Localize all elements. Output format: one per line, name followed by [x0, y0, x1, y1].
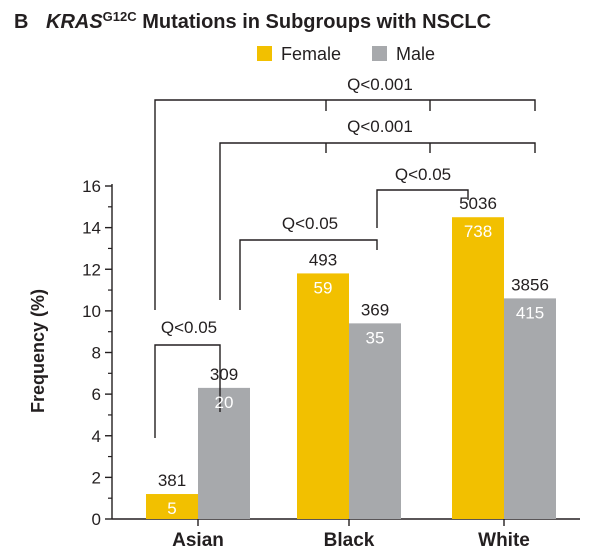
x-tick-label: Black: [324, 530, 375, 551]
bar-male-asian: [198, 387, 250, 519]
chart-title: KRASG12C Mutations in Subgroups with NSC…: [46, 9, 491, 33]
title-superscript: G12C: [103, 9, 138, 24]
data-label-count: 5: [167, 499, 176, 518]
bracket-asian-female-vs-black-white: [154, 99, 536, 310]
data-label-total: 493: [309, 250, 337, 269]
legend: Female Male: [257, 44, 435, 64]
bars: [146, 217, 556, 519]
data-label-total: 3856: [511, 275, 549, 294]
y-tick-label: 6: [92, 385, 101, 404]
y-tick-label: 10: [82, 302, 101, 321]
data-label-count: 35: [366, 328, 385, 347]
labels: Asian 381 5 309 20 Black 493 59 369 35 White 5036 73…: [158, 75, 549, 551]
legend-label-male: Male: [396, 44, 435, 64]
y-tick-label: 4: [92, 427, 101, 446]
bracket-asian-black: [239, 239, 378, 310]
bracket-asian-female-male: [154, 344, 221, 438]
data-label-total: 381: [158, 471, 186, 490]
comparison-label: Q<0.05: [395, 165, 451, 184]
comparison-label: Q<0.001: [347, 117, 413, 136]
bracket-asian-male-vs-black-white: [219, 142, 536, 300]
comparison-label: Q<0.05: [282, 214, 338, 233]
bracket-black-white: [376, 189, 469, 228]
comparison-label: Q<0.05: [161, 318, 217, 337]
data-label-count: 738: [464, 222, 492, 241]
bar-female-white: [452, 217, 504, 519]
data-label-total: 369: [361, 300, 389, 319]
data-label-total: 309: [210, 365, 238, 384]
y-tick-label: 16: [82, 177, 101, 196]
y-axis-title: Frequency (%): [28, 289, 48, 413]
title-gene: KRAS: [46, 11, 103, 33]
data-label-count: 20: [215, 393, 234, 412]
data-label-count: 59: [314, 278, 333, 297]
bar-male-white: [504, 298, 556, 519]
y-tick-label: 8: [92, 344, 101, 363]
title-rest: Mutations in Subgroups with NSCLC: [137, 11, 491, 33]
y-tick-label: 12: [82, 260, 101, 279]
legend-swatch-female: [257, 46, 272, 61]
legend-label-female: Female: [281, 44, 341, 64]
comparison-label: Q<0.001: [347, 75, 413, 94]
y-tick-label: 0: [92, 510, 101, 529]
x-tick-label: White: [478, 530, 530, 551]
x-tick-label: Asian: [172, 530, 224, 551]
bar-female-black: [297, 273, 349, 519]
bar-male-black: [349, 323, 401, 519]
legend-swatch-male: [372, 46, 387, 61]
panel-label: B: [14, 11, 28, 33]
y-tick-label: 2: [92, 468, 101, 487]
data-label-total: 5036: [459, 194, 497, 213]
significance-brackets: [154, 99, 536, 438]
bar-female-asian: [146, 494, 198, 519]
data-label-count: 415: [516, 303, 544, 322]
y-tick-label: 14: [82, 219, 101, 238]
